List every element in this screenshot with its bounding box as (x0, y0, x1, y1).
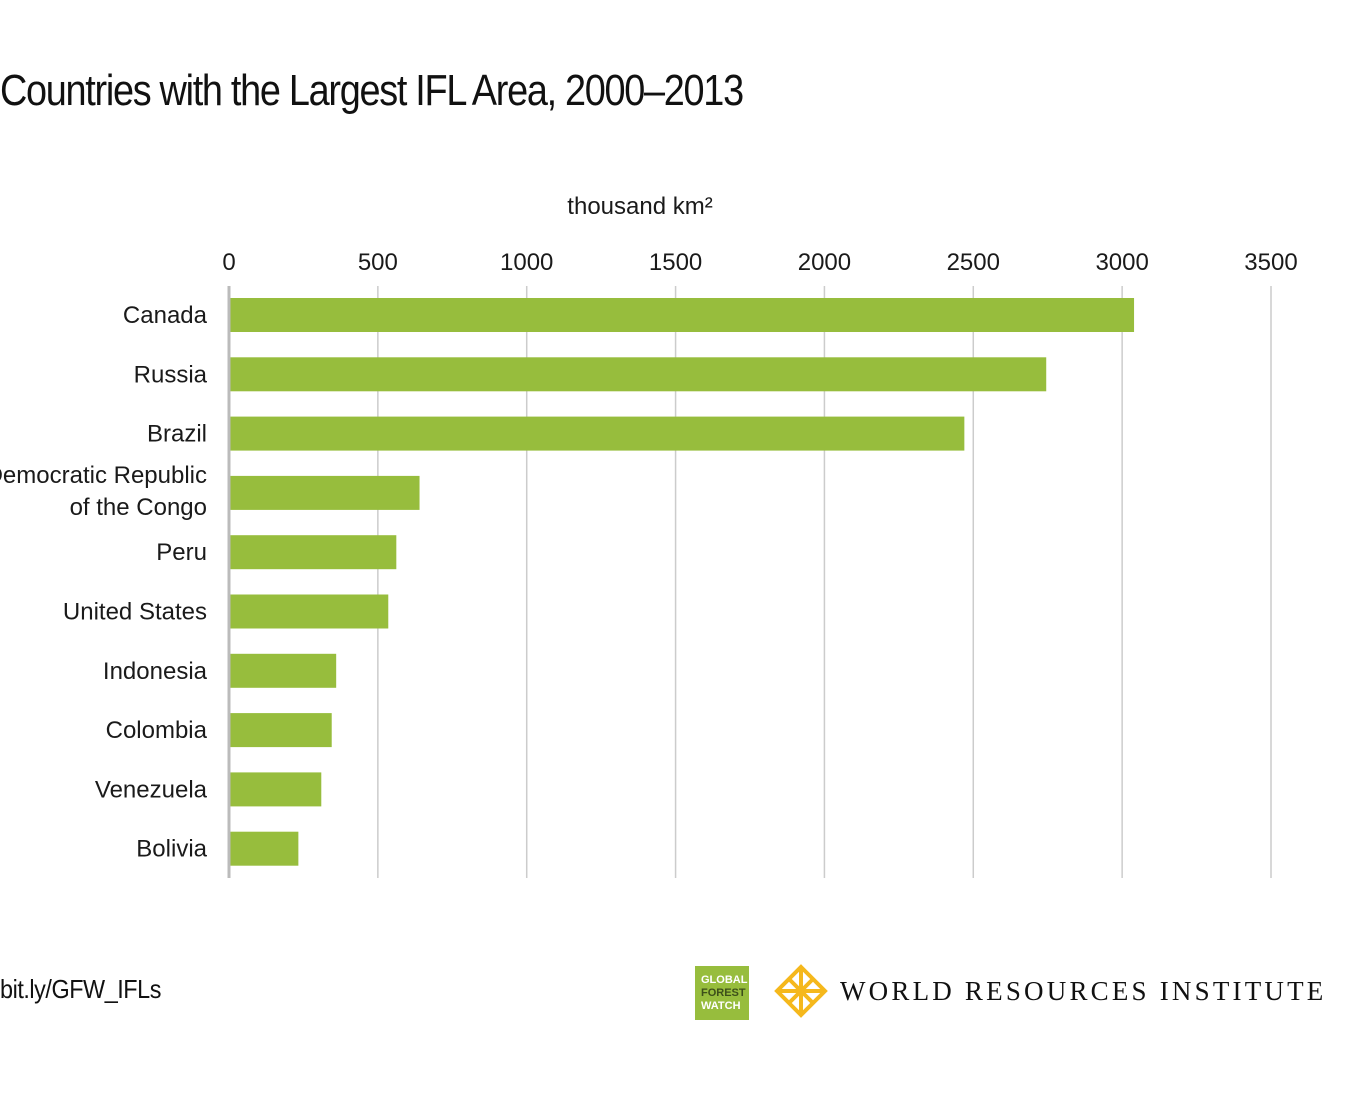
category-label: Colombia (106, 717, 208, 744)
bar (229, 416, 965, 451)
category-label: Bolivia (136, 836, 207, 863)
category-label: Brazil (147, 421, 207, 448)
x-tick-label: 0 (222, 249, 235, 276)
gfw-logo-line-2: FOREST (701, 986, 746, 999)
category-label: Russia (134, 361, 208, 388)
x-axis-label: thousand km² (567, 193, 712, 220)
bar (229, 475, 420, 510)
bar (229, 831, 299, 866)
x-tick-label: 1500 (649, 249, 702, 276)
category-label: Democratic Republic (0, 462, 207, 489)
category-label: Canada (123, 302, 208, 329)
gfw-logo-line-1: GLOBAL (701, 973, 748, 986)
bar (229, 772, 322, 807)
bar (229, 535, 397, 570)
x-tick-label: 2500 (947, 249, 1000, 276)
category-label: Peru (156, 539, 207, 566)
x-tick-label: 500 (358, 249, 398, 276)
wri-name: WORLD RESOURCES INSTITUTE (840, 976, 1327, 1006)
chart-title: Countries with the Largest IFL Area, 200… (0, 66, 744, 115)
gfw-logo-line-3: WATCH (701, 999, 741, 1012)
bar (229, 653, 337, 688)
x-tick-label: 3000 (1095, 249, 1148, 276)
x-tick-label: 1000 (500, 249, 553, 276)
source-link[interactable]: bit.ly/GFW_IFLs (0, 974, 161, 1004)
bar (229, 298, 1135, 332)
x-tick-label: 3500 (1244, 249, 1297, 276)
global-forest-watch-logo: GLOBAL FOREST WATCH (695, 966, 749, 1020)
bar (229, 594, 389, 629)
category-label: of the Congo (70, 494, 207, 521)
x-tick-label: 2000 (798, 249, 851, 276)
wri-logo-icon (774, 964, 828, 1018)
category-label: Indonesia (103, 658, 208, 685)
category-label: United States (63, 599, 207, 626)
category-label: Venezuela (95, 776, 208, 803)
bar-chart: thousand km² 0 500 1000 1500 2000 2500 3000 3500… (0, 193, 1298, 878)
bar (229, 357, 1047, 392)
bar (229, 713, 332, 748)
